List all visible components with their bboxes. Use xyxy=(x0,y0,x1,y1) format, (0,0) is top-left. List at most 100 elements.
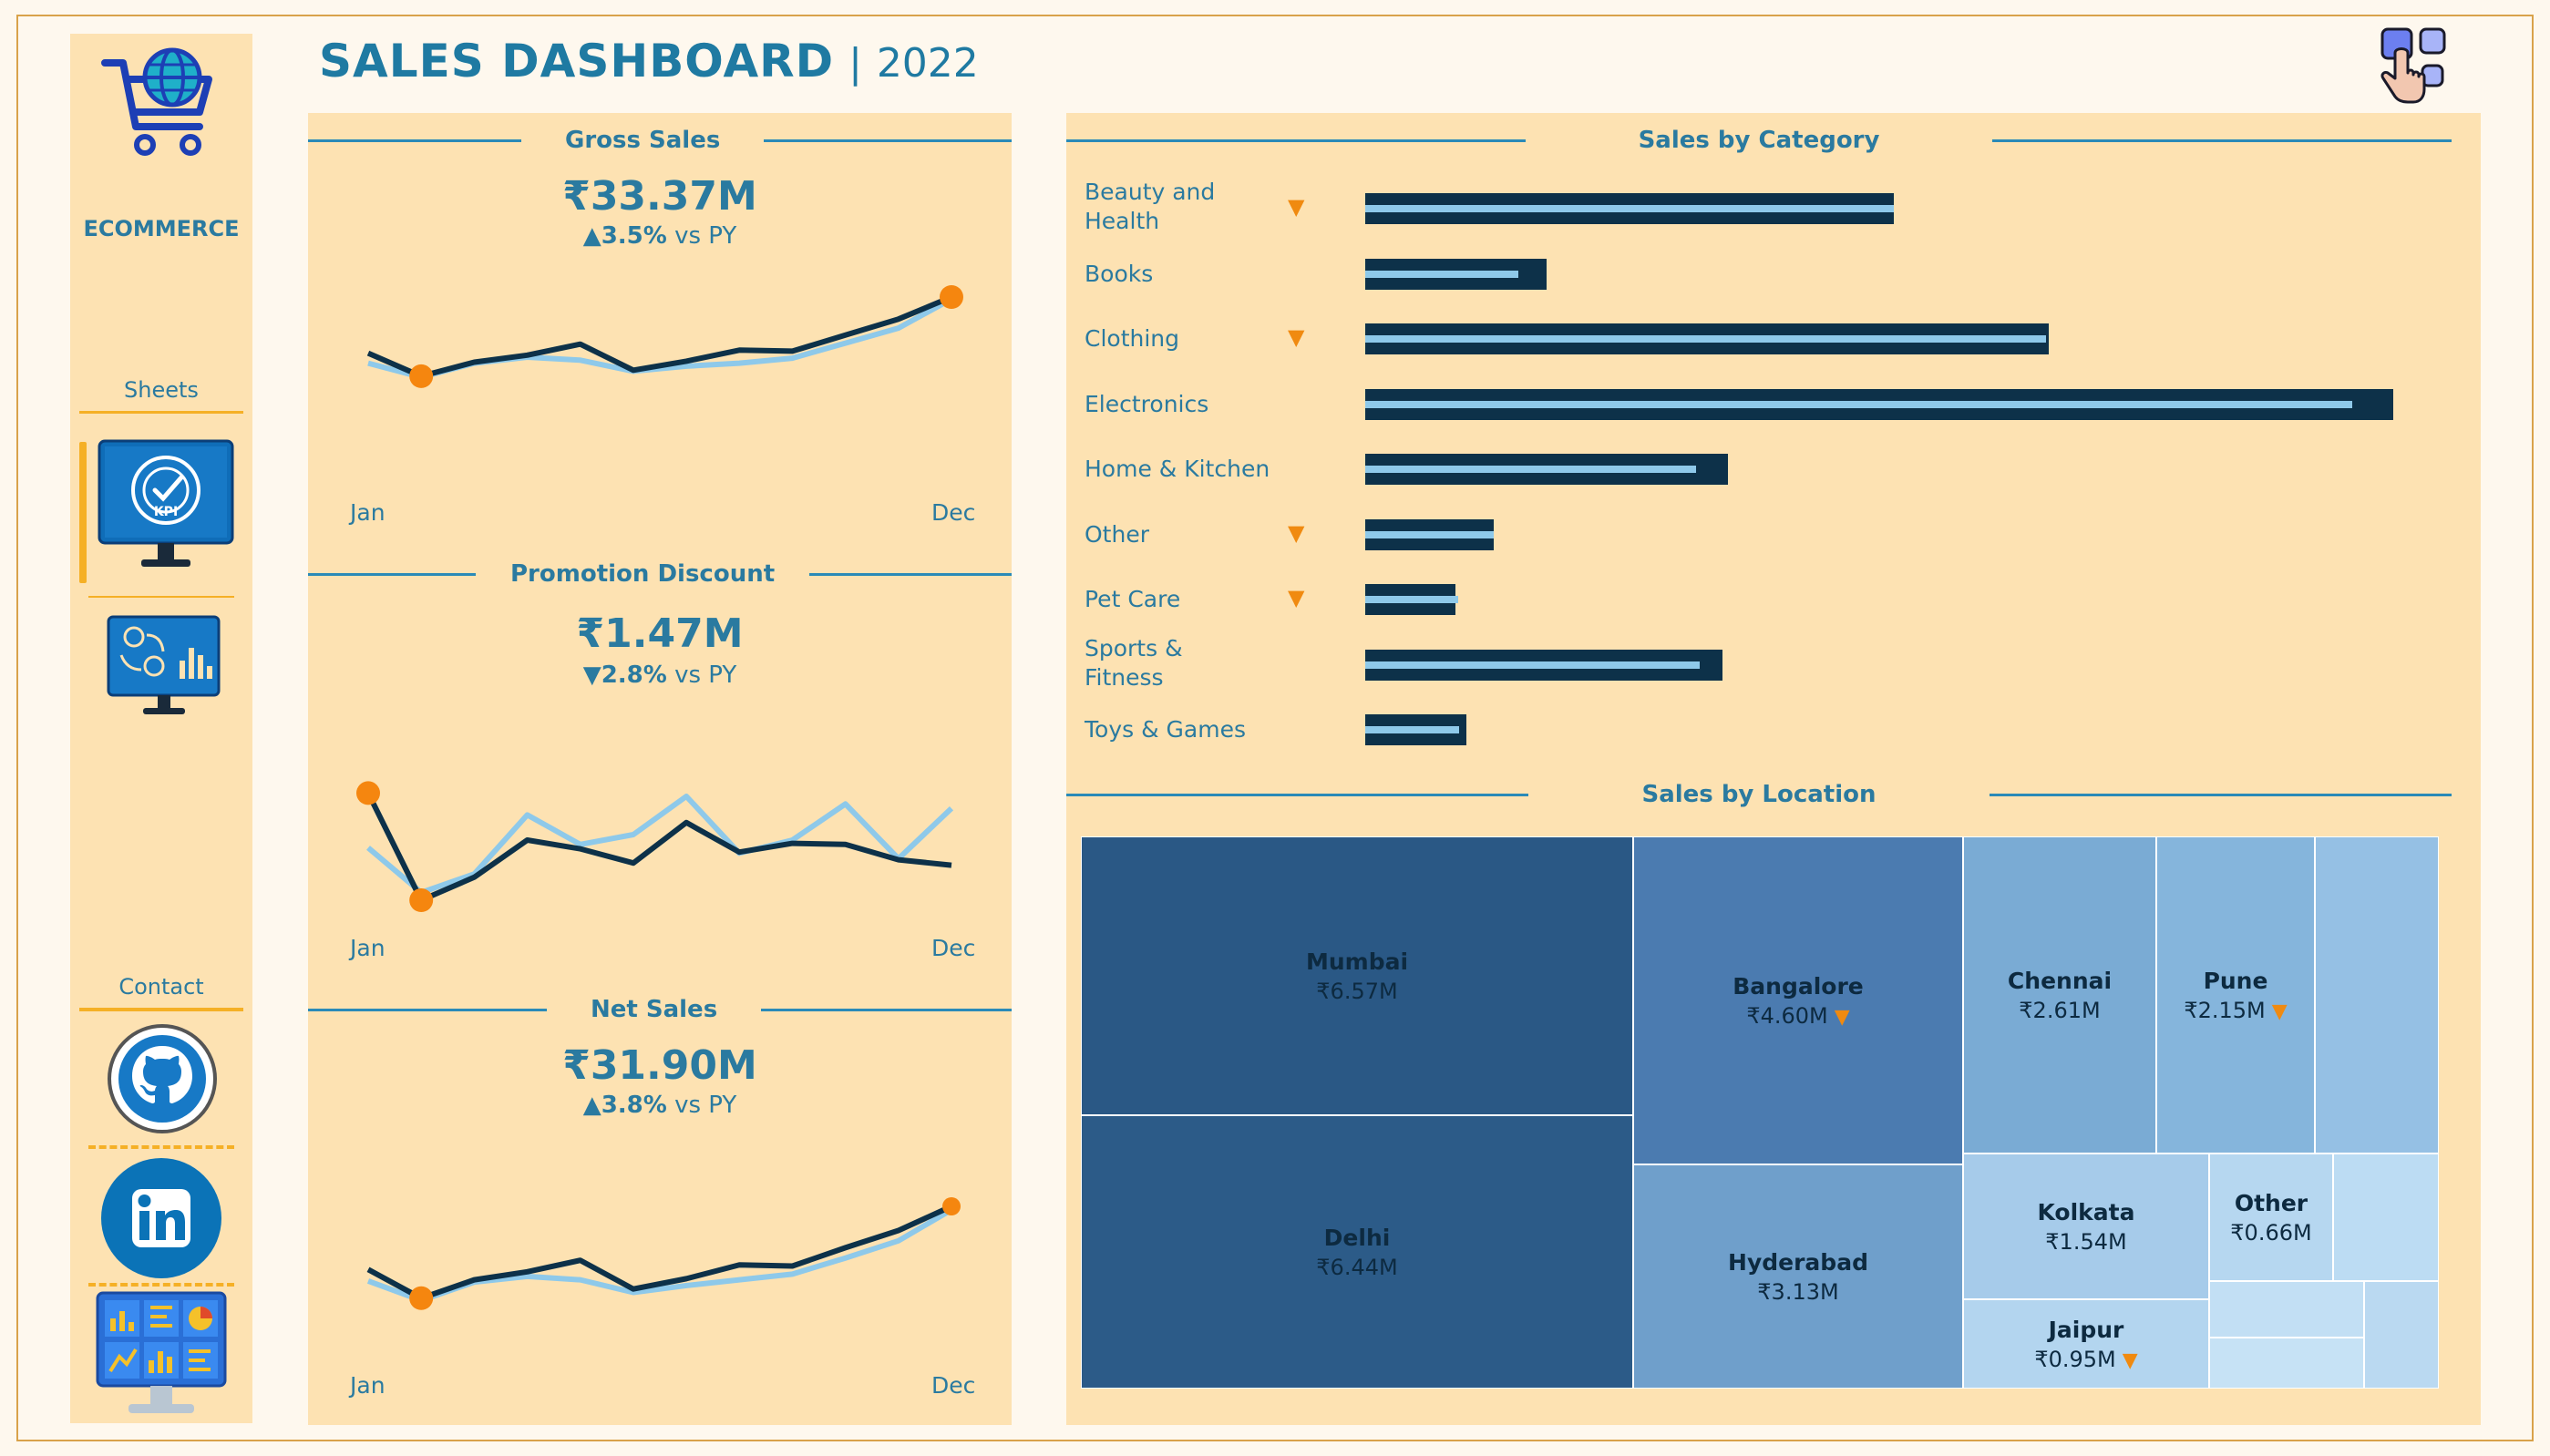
location-value: ₹0.95M ▼ xyxy=(2034,1346,2138,1372)
location-tile[interactable]: Mumbai ₹6.57M xyxy=(1081,836,1633,1115)
location-value: ₹2.15M ▼ xyxy=(2184,997,2288,1023)
location-tile[interactable]: Pune ₹2.15M ▼ xyxy=(2156,836,2315,1154)
location-value: ₹2.61M xyxy=(2019,997,2101,1023)
location-value: ₹6.57M xyxy=(1316,978,1398,1004)
touch-menu-icon[interactable] xyxy=(2375,26,2455,106)
location-tile[interactable]: Delhi ₹6.44M xyxy=(1081,1115,1633,1389)
gross-sales-x-start: Jan xyxy=(350,499,386,526)
location-city: Other xyxy=(2234,1189,2308,1216)
active-sheet-indicator xyxy=(79,442,87,583)
category-bar-previous xyxy=(1365,596,1458,603)
sidebar: ECOMMERCE Sheets KPI xyxy=(70,34,252,1423)
header-line xyxy=(761,1008,1012,1011)
promotion-discount-sparkline xyxy=(356,781,954,912)
sheets-divider xyxy=(79,411,243,414)
kpi-monitor-icon[interactable]: KPI xyxy=(98,439,234,571)
location-tile[interactable]: Jaipur ₹0.95M ▼ xyxy=(1963,1299,2209,1389)
location-city: Mumbai xyxy=(1305,948,1409,975)
header-line xyxy=(1066,138,1526,142)
min-marker xyxy=(409,888,434,912)
location-treemap: Mumbai ₹6.57M Delhi ₹6.44M Bangalore ₹4.60M ▼… xyxy=(1081,836,2439,1389)
decline-marker: ▼ xyxy=(2265,1000,2288,1023)
category-label: Books xyxy=(1085,260,1154,287)
github-icon[interactable] xyxy=(107,1023,218,1134)
gross-sales-title: Gross Sales xyxy=(565,127,721,154)
location-value: ₹4.60M ▼ xyxy=(1746,1002,1850,1029)
location-value: ₹6.44M xyxy=(1316,1254,1398,1280)
location-tile[interactable]: Other ₹0.66M xyxy=(2209,1154,2333,1281)
net-sales-x-start: Jan xyxy=(350,1372,386,1399)
category-label: Home & Kitchen xyxy=(1085,456,1270,482)
min-marker xyxy=(409,364,434,388)
promotion-discount-title: Promotion Discount xyxy=(510,560,776,588)
category-bar-previous xyxy=(1365,205,1894,212)
category-label: Electronics xyxy=(1085,390,1209,417)
promotion-discount-header: Promotion Discount xyxy=(308,556,1012,592)
current-year-line xyxy=(366,294,953,379)
analytics-monitor-icon[interactable] xyxy=(107,615,221,720)
github-divider xyxy=(88,1145,234,1149)
location-value: ₹3.13M xyxy=(1757,1278,1839,1305)
current-year-line xyxy=(365,792,952,903)
net-sales-value: ₹31.90M xyxy=(562,1042,757,1089)
header-line xyxy=(809,572,1012,576)
decline-marker: ▼ xyxy=(1288,194,1305,220)
location-tile-small[interactable] xyxy=(2364,1281,2439,1389)
page-title: SALES DASHBOARD | 2022 xyxy=(319,35,979,87)
category-bar-previous xyxy=(1365,726,1460,733)
net-sales-arrow: ▲ xyxy=(582,1092,602,1119)
category-label: Pet Care xyxy=(1085,586,1181,612)
location-tile-small[interactable] xyxy=(2333,1154,2439,1281)
location-tile-small[interactable] xyxy=(2209,1281,2364,1338)
linkedin-divider xyxy=(88,1283,234,1287)
category-header: Sales by Category xyxy=(1066,122,2452,159)
title-year: 2022 xyxy=(876,40,979,87)
gross-sales-arrow: ▲ xyxy=(582,222,602,250)
gross-sales-delta-pct: 3.5% xyxy=(601,222,667,250)
net-sales-delta-suffix: vs PY xyxy=(666,1092,737,1119)
category-chart-title: Sales by Category xyxy=(1638,127,1880,154)
location-tile-small[interactable] xyxy=(2315,836,2439,1154)
net-sales-sparkline xyxy=(366,1197,961,1310)
gross-sales-sparkline xyxy=(366,285,963,388)
current-year-line xyxy=(366,1204,953,1301)
location-tile[interactable]: Chennai ₹2.61M xyxy=(1963,836,2156,1154)
net-sales-delta-pct: 3.8% xyxy=(601,1092,667,1119)
location-city: Chennai xyxy=(2007,967,2113,994)
location-chart-title: Sales by Location xyxy=(1641,781,1877,808)
category-label: Other xyxy=(1085,520,1149,548)
category-label: Clothing xyxy=(1085,325,1180,352)
location-city: Pune xyxy=(2203,967,2268,994)
location-city: Hyderabad xyxy=(1728,1248,1868,1276)
category-label: Toys & Games xyxy=(1085,716,1246,743)
category-bar-previous xyxy=(1365,466,1697,473)
header-line xyxy=(764,138,1012,142)
decline-marker: ▼ xyxy=(1288,519,1305,546)
linkedin-icon[interactable] xyxy=(99,1156,223,1280)
max-marker xyxy=(356,781,380,805)
dashboard-frame xyxy=(16,15,2534,1441)
title-separator: | xyxy=(848,40,862,87)
location-tile-small[interactable] xyxy=(2209,1338,2364,1389)
min-marker xyxy=(409,1286,434,1310)
location-header: Sales by Location xyxy=(1066,776,2452,813)
gross-sales-delta-suffix: vs PY xyxy=(666,222,737,250)
promotion-discount-delta: ▼2.8% vs PY xyxy=(308,661,1012,689)
decline-marker: ▼ xyxy=(1288,324,1305,350)
dashboard-monitor-icon[interactable] xyxy=(96,1291,227,1419)
promotion-discount-x-end: Dec xyxy=(931,935,976,961)
header-line xyxy=(1066,793,1529,796)
category-bar-previous xyxy=(1365,661,1700,669)
location-tile[interactable]: Hyderabad ₹3.13M xyxy=(1633,1164,1963,1389)
category-bar-previous xyxy=(1365,335,2047,343)
header-line xyxy=(308,1008,547,1011)
location-city: Delhi xyxy=(1323,1224,1391,1251)
promotion-discount-value: ₹1.47M xyxy=(576,610,744,657)
category-bar-previous xyxy=(1365,270,1518,278)
location-tile[interactable]: Kolkata ₹1.54M xyxy=(1963,1154,2209,1299)
location-tile[interactable]: Bangalore ₹4.60M ▼ xyxy=(1633,836,1963,1164)
header-line xyxy=(308,572,476,576)
net-sales-x-end: Dec xyxy=(931,1372,976,1399)
promotion-discount-delta-suffix: vs PY xyxy=(666,661,737,689)
kpi-panel: Gross Sales ₹33.37M ▲3.5% vs PY Jan Dec … xyxy=(308,113,1012,1425)
